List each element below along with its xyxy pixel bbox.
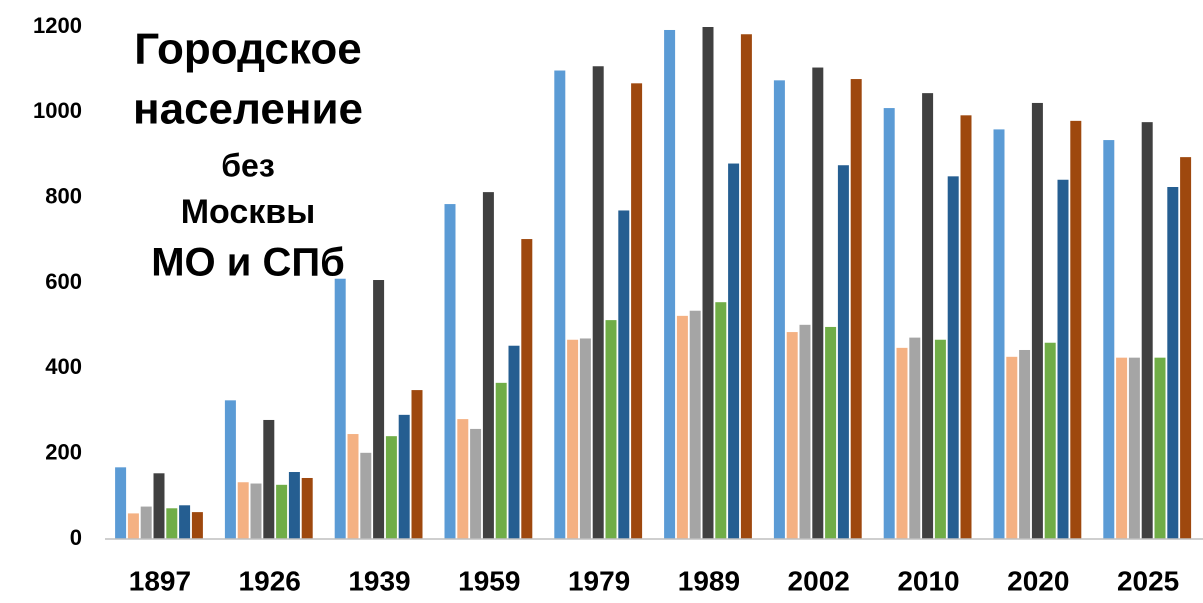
bar — [347, 434, 359, 539]
bar — [850, 79, 862, 539]
bar — [444, 204, 456, 540]
bar — [993, 129, 1005, 539]
bar — [825, 326, 837, 539]
bar — [812, 67, 824, 540]
bar — [1180, 157, 1192, 539]
bar — [1103, 140, 1115, 540]
y-tick-label: 200 — [45, 439, 82, 464]
x-tick-label: 1926 — [239, 565, 301, 596]
bar — [179, 505, 191, 539]
y-tick-label: 1200 — [33, 13, 82, 38]
x-tick-label: 1897 — [129, 565, 191, 596]
bar — [896, 347, 908, 539]
bar — [689, 310, 701, 539]
bar — [922, 93, 934, 539]
y-tick-label: 0 — [70, 525, 82, 550]
bar — [1044, 342, 1056, 539]
bar — [1167, 187, 1179, 539]
bar — [605, 320, 617, 539]
bar — [288, 472, 300, 539]
bar — [470, 428, 482, 539]
bar — [373, 280, 385, 539]
bar — [191, 512, 203, 539]
bar — [127, 513, 139, 539]
bar — [883, 108, 895, 540]
bar — [224, 400, 236, 539]
bar — [398, 414, 410, 539]
bar — [1128, 357, 1140, 539]
bar — [482, 192, 494, 539]
bar — [592, 66, 604, 540]
bar — [385, 436, 397, 539]
bar — [773, 80, 785, 539]
bar — [715, 302, 727, 539]
bar — [740, 34, 752, 540]
chart-title: население — [133, 85, 363, 134]
bar — [676, 315, 688, 539]
bar — [728, 163, 740, 540]
x-tick-label: 1989 — [678, 565, 740, 596]
bar — [1006, 356, 1018, 539]
bar — [1116, 357, 1128, 539]
chart-title: МО и СПб — [151, 241, 345, 285]
bar — [495, 382, 507, 539]
bar — [276, 484, 288, 539]
x-tick-label: 2010 — [897, 565, 959, 596]
bar — [411, 390, 423, 539]
x-tick-label: 1959 — [458, 565, 520, 596]
x-tick-label: 1939 — [348, 565, 410, 596]
x-tick-label: 2020 — [1007, 565, 1069, 596]
chart-title: Городское — [134, 25, 361, 74]
y-tick-label: 400 — [45, 354, 82, 379]
bar — [250, 483, 262, 539]
bar — [1141, 122, 1153, 539]
bar — [1031, 102, 1043, 540]
bar — [960, 115, 972, 539]
x-tick-label: 2002 — [788, 565, 850, 596]
bar — [1057, 179, 1069, 539]
bar — [334, 278, 346, 539]
x-tick-label: 2025 — [1117, 565, 1179, 596]
x-tick-label: 1979 — [568, 565, 630, 596]
bar — [153, 473, 165, 539]
bar — [567, 339, 579, 539]
bar — [837, 165, 849, 540]
bar — [947, 176, 959, 540]
bar — [786, 332, 798, 539]
bar — [115, 467, 127, 539]
bar — [1019, 349, 1031, 539]
y-tick-label: 800 — [45, 183, 82, 208]
bar — [360, 452, 372, 539]
bar — [579, 338, 591, 539]
bar — [166, 508, 178, 539]
bar — [140, 506, 152, 539]
y-tick-label: 600 — [45, 269, 82, 294]
bar — [521, 239, 533, 539]
bar — [618, 210, 630, 539]
bar — [909, 337, 921, 539]
y-tick-label: 1000 — [33, 98, 82, 123]
bar — [799, 324, 811, 539]
bar — [934, 339, 946, 539]
bar — [457, 419, 469, 539]
bar — [263, 419, 275, 539]
bar — [1154, 357, 1166, 539]
bar — [554, 70, 566, 540]
bar — [664, 29, 676, 540]
bar — [702, 27, 714, 539]
bar — [631, 83, 643, 539]
bar — [508, 345, 520, 539]
bar — [1070, 120, 1082, 539]
bar — [237, 482, 249, 539]
chart-title: без — [221, 147, 274, 183]
chart-title: Москвы — [181, 193, 316, 231]
bar — [301, 477, 313, 539]
